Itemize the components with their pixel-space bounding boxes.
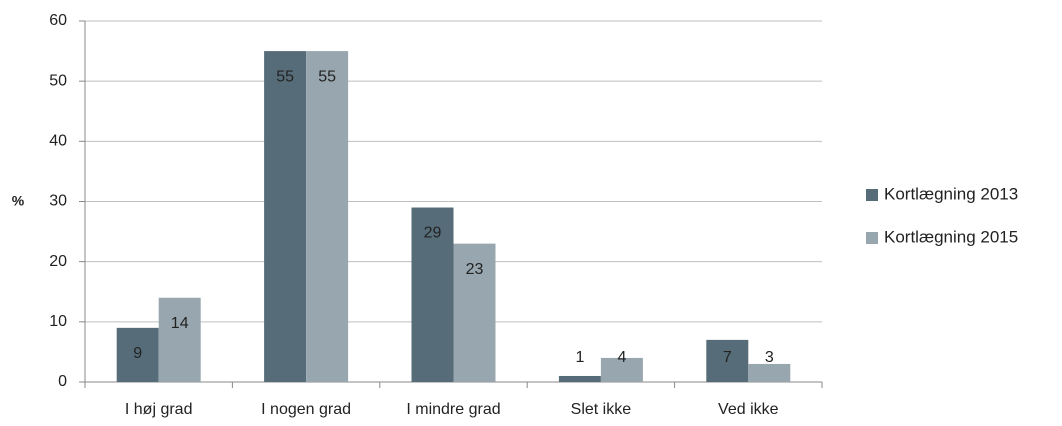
x-tick-label: I høj grad [125, 401, 193, 418]
legend-swatch [866, 232, 878, 244]
y-axis-label: % [12, 193, 25, 209]
y-tick-label: 0 [58, 373, 67, 390]
x-tick-label: I mindre grad [406, 401, 500, 418]
y-tick-label: 60 [49, 12, 67, 29]
data-label: 9 [133, 345, 142, 362]
bar [264, 51, 307, 382]
y-tick-label: 50 [49, 72, 67, 89]
data-label: 4 [617, 349, 626, 366]
legend-swatch [866, 189, 878, 201]
bar [411, 207, 454, 382]
bar [706, 339, 749, 382]
bar [558, 375, 601, 382]
bar [158, 297, 201, 382]
data-label: 7 [723, 349, 732, 366]
x-tick-label: I nogen grad [261, 401, 351, 418]
data-label: 14 [171, 315, 189, 332]
data-label: 55 [318, 68, 336, 85]
y-tick-label: 20 [49, 253, 67, 270]
data-label: 29 [424, 225, 442, 242]
bar [116, 327, 159, 382]
data-label: 23 [466, 261, 484, 278]
bar [748, 363, 791, 382]
y-tick-label: 30 [49, 193, 67, 210]
y-tick-label: 40 [49, 133, 67, 150]
data-label: 55 [276, 68, 294, 85]
data-label: 1 [575, 349, 584, 366]
legend-label: Kortlægning 2015 [884, 227, 1018, 246]
bar [600, 357, 643, 382]
bar [453, 243, 496, 382]
x-tick-label: Ved ikke [718, 401, 779, 418]
bar [306, 51, 349, 382]
x-tick-label: Slet ikke [571, 401, 632, 418]
legend-label: Kortlægning 2013 [884, 184, 1018, 203]
y-tick-label: 10 [49, 313, 67, 330]
data-label: 3 [765, 349, 774, 366]
